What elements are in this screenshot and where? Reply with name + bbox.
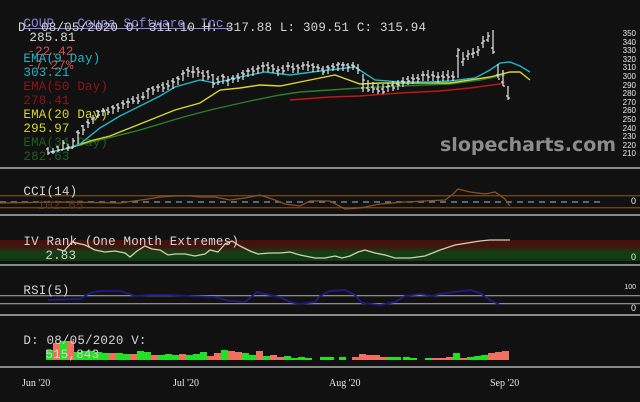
ema-legend: EMA(9 Day) 303.21 EMA(50 Day) 278.41 EMA… [8, 38, 108, 164]
x-tick-jun: Jun '20 [22, 378, 51, 389]
ema20-value: 295.97 [23, 122, 70, 136]
rsi-top-label: 100 [624, 284, 636, 291]
ema20-line [49, 71, 531, 153]
chart-title-row: COUP - Coupa Software, Inc. 285.81 -22.4… [8, 3, 231, 73]
rsi-title: RSI(5) [23, 284, 70, 298]
iv-rank-zero-label: 0 [630, 252, 636, 262]
x-tick-aug: Aug '20 [329, 378, 361, 389]
price-axis: 350 340 330 320 310 300 290 280 270 260 … [622, 29, 636, 159]
iv-panel-graphics [0, 239, 640, 261]
iv-rank-value: 2.83 [45, 249, 77, 263]
iv-rank-label: IV Rank (One Month Extremes) 2.83 [8, 221, 239, 263]
cci-title: CCI(14) [23, 185, 78, 199]
ema50-value: 278.41 [23, 94, 70, 108]
ema34-line [59, 74, 506, 151]
ema34-value: 282.63 [23, 150, 70, 164]
cci-panel-graphics [0, 188, 640, 210]
cci-zero-label: 0 [630, 196, 636, 206]
iv-rank-title: IV Rank (One Month Extremes) [23, 235, 240, 249]
last-price: 285.81 [29, 31, 76, 45]
ohlc-line: D: 08/05/2020 O: 311.10 H: 317.88 L: 309… [18, 21, 427, 35]
ticker-title-link[interactable]: COUP - Coupa Software, Inc. [23, 17, 232, 31]
rsi-panel-graphics [0, 289, 640, 306]
ema50-label: EMA(50 Day) [23, 80, 109, 94]
volume-title: D: 08/05/2020 V: [23, 334, 147, 348]
rsi-zero-label: 0 [630, 303, 636, 313]
cci-label: CCI(14) 102.65 [8, 171, 84, 213]
rsi-label: RSI(5) [8, 270, 70, 312]
volume-label: D: 08/05/2020 V: 515,843 [8, 320, 147, 362]
price-change-pct: -7.27% [27, 59, 74, 73]
ema9-line [49, 61, 531, 153]
ema9-label: EMA(9 Day) [23, 52, 101, 66]
ema9-value: 303.21 [23, 66, 70, 80]
price-change: -22.42 [27, 45, 74, 59]
watermark: slopecharts.com [440, 134, 617, 156]
price-bars [46, 30, 510, 155]
x-tick-jul: Jul '20 [173, 378, 199, 389]
ema50-line [289, 81, 506, 101]
volume-value: 515,843 [45, 348, 100, 362]
volume-bars [46, 341, 509, 360]
cci-value: 102.65 [37, 199, 84, 213]
x-tick-sep: Sep '20 [490, 378, 520, 389]
